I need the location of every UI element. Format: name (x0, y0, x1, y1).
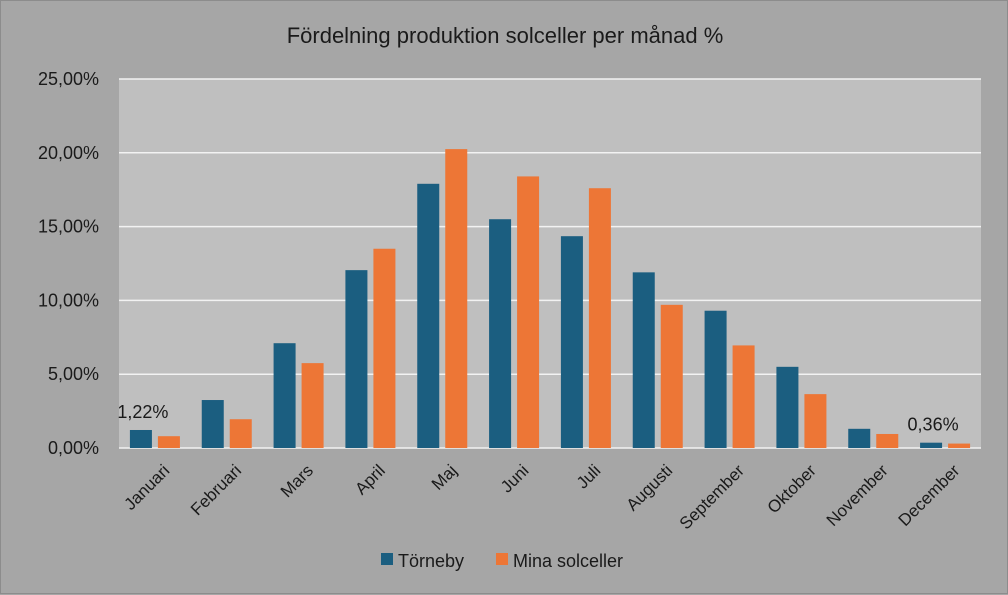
bar-törneby-februari (201, 400, 224, 448)
x-tick-label: November (823, 461, 892, 530)
legend-label-torneby: Törneby (398, 551, 464, 571)
bar-törneby-januari (129, 429, 152, 448)
y-axis: 0,00% 5,00% 10,00% 15,00% 20,00% 25,00% (38, 69, 99, 458)
bar-mina-solceller-januari (157, 436, 180, 448)
legend-swatch-torneby (381, 553, 393, 565)
y-tick-label: 20,00% (38, 143, 99, 163)
data-labels: 1,22% 0,36% (117, 402, 958, 435)
bar-mina-solceller-juni (517, 176, 540, 448)
data-label: 1,22% (117, 402, 168, 422)
bar-mina-solceller-juli (588, 188, 611, 448)
bar-törneby-maj (417, 183, 440, 448)
x-tick-label: Februari (187, 461, 245, 519)
bar-mina-solceller-mars (301, 363, 324, 448)
bar-törneby-november (848, 428, 871, 448)
bar-törneby-juli (560, 236, 583, 448)
bar-mina-solceller-oktober (804, 394, 827, 448)
data-label: 0,36% (908, 415, 959, 435)
x-tick-label: September (676, 461, 748, 533)
bar-törneby-december (920, 442, 943, 448)
bar-mina-solceller-november (876, 433, 899, 448)
bar-törneby-juni (489, 219, 512, 448)
x-tick-label: Maj (428, 461, 461, 494)
bar-mina-solceller-april (373, 248, 396, 448)
bar-mina-solceller-februari (229, 419, 252, 448)
x-tick-label: Mars (277, 461, 317, 501)
x-axis: Januari Februari Mars April Maj Juni Juli Augus… (120, 461, 963, 533)
bar-törneby-oktober (776, 366, 799, 448)
x-tick-label: Oktober (764, 461, 820, 517)
legend-label-mina-solceller: Mina solceller (513, 551, 623, 571)
bar-törneby-september (704, 310, 727, 448)
x-tick-label: April (351, 461, 388, 498)
bar-törneby-mars (273, 343, 296, 448)
chart-title: Fördelning produktion solceller per måna… (287, 23, 724, 48)
y-tick-label: 5,00% (48, 364, 99, 384)
legend: Törneby Mina solceller (381, 551, 623, 571)
bar-mina-solceller-september (732, 345, 755, 448)
x-tick-label: Juli (573, 461, 604, 492)
y-tick-label: 25,00% (38, 69, 99, 89)
bar-mina-solceller-maj (445, 149, 468, 449)
bar-törneby-april (345, 270, 368, 448)
bars (129, 149, 971, 449)
bar-törneby-augusti (632, 272, 655, 448)
x-tick-label: Januari (120, 461, 173, 514)
bar-mina-solceller-augusti (660, 304, 683, 448)
x-tick-label: December (895, 461, 964, 530)
x-tick-label: Juni (497, 461, 532, 496)
x-tick-label: Augusti (623, 461, 677, 515)
legend-swatch-mina-solceller (496, 553, 508, 565)
bar-mina-solceller-december (948, 443, 971, 448)
y-tick-label: 0,00% (48, 438, 99, 458)
y-tick-label: 10,00% (38, 290, 99, 310)
y-tick-label: 15,00% (38, 217, 99, 237)
gridlines (119, 78, 981, 449)
plot-area (119, 79, 981, 448)
